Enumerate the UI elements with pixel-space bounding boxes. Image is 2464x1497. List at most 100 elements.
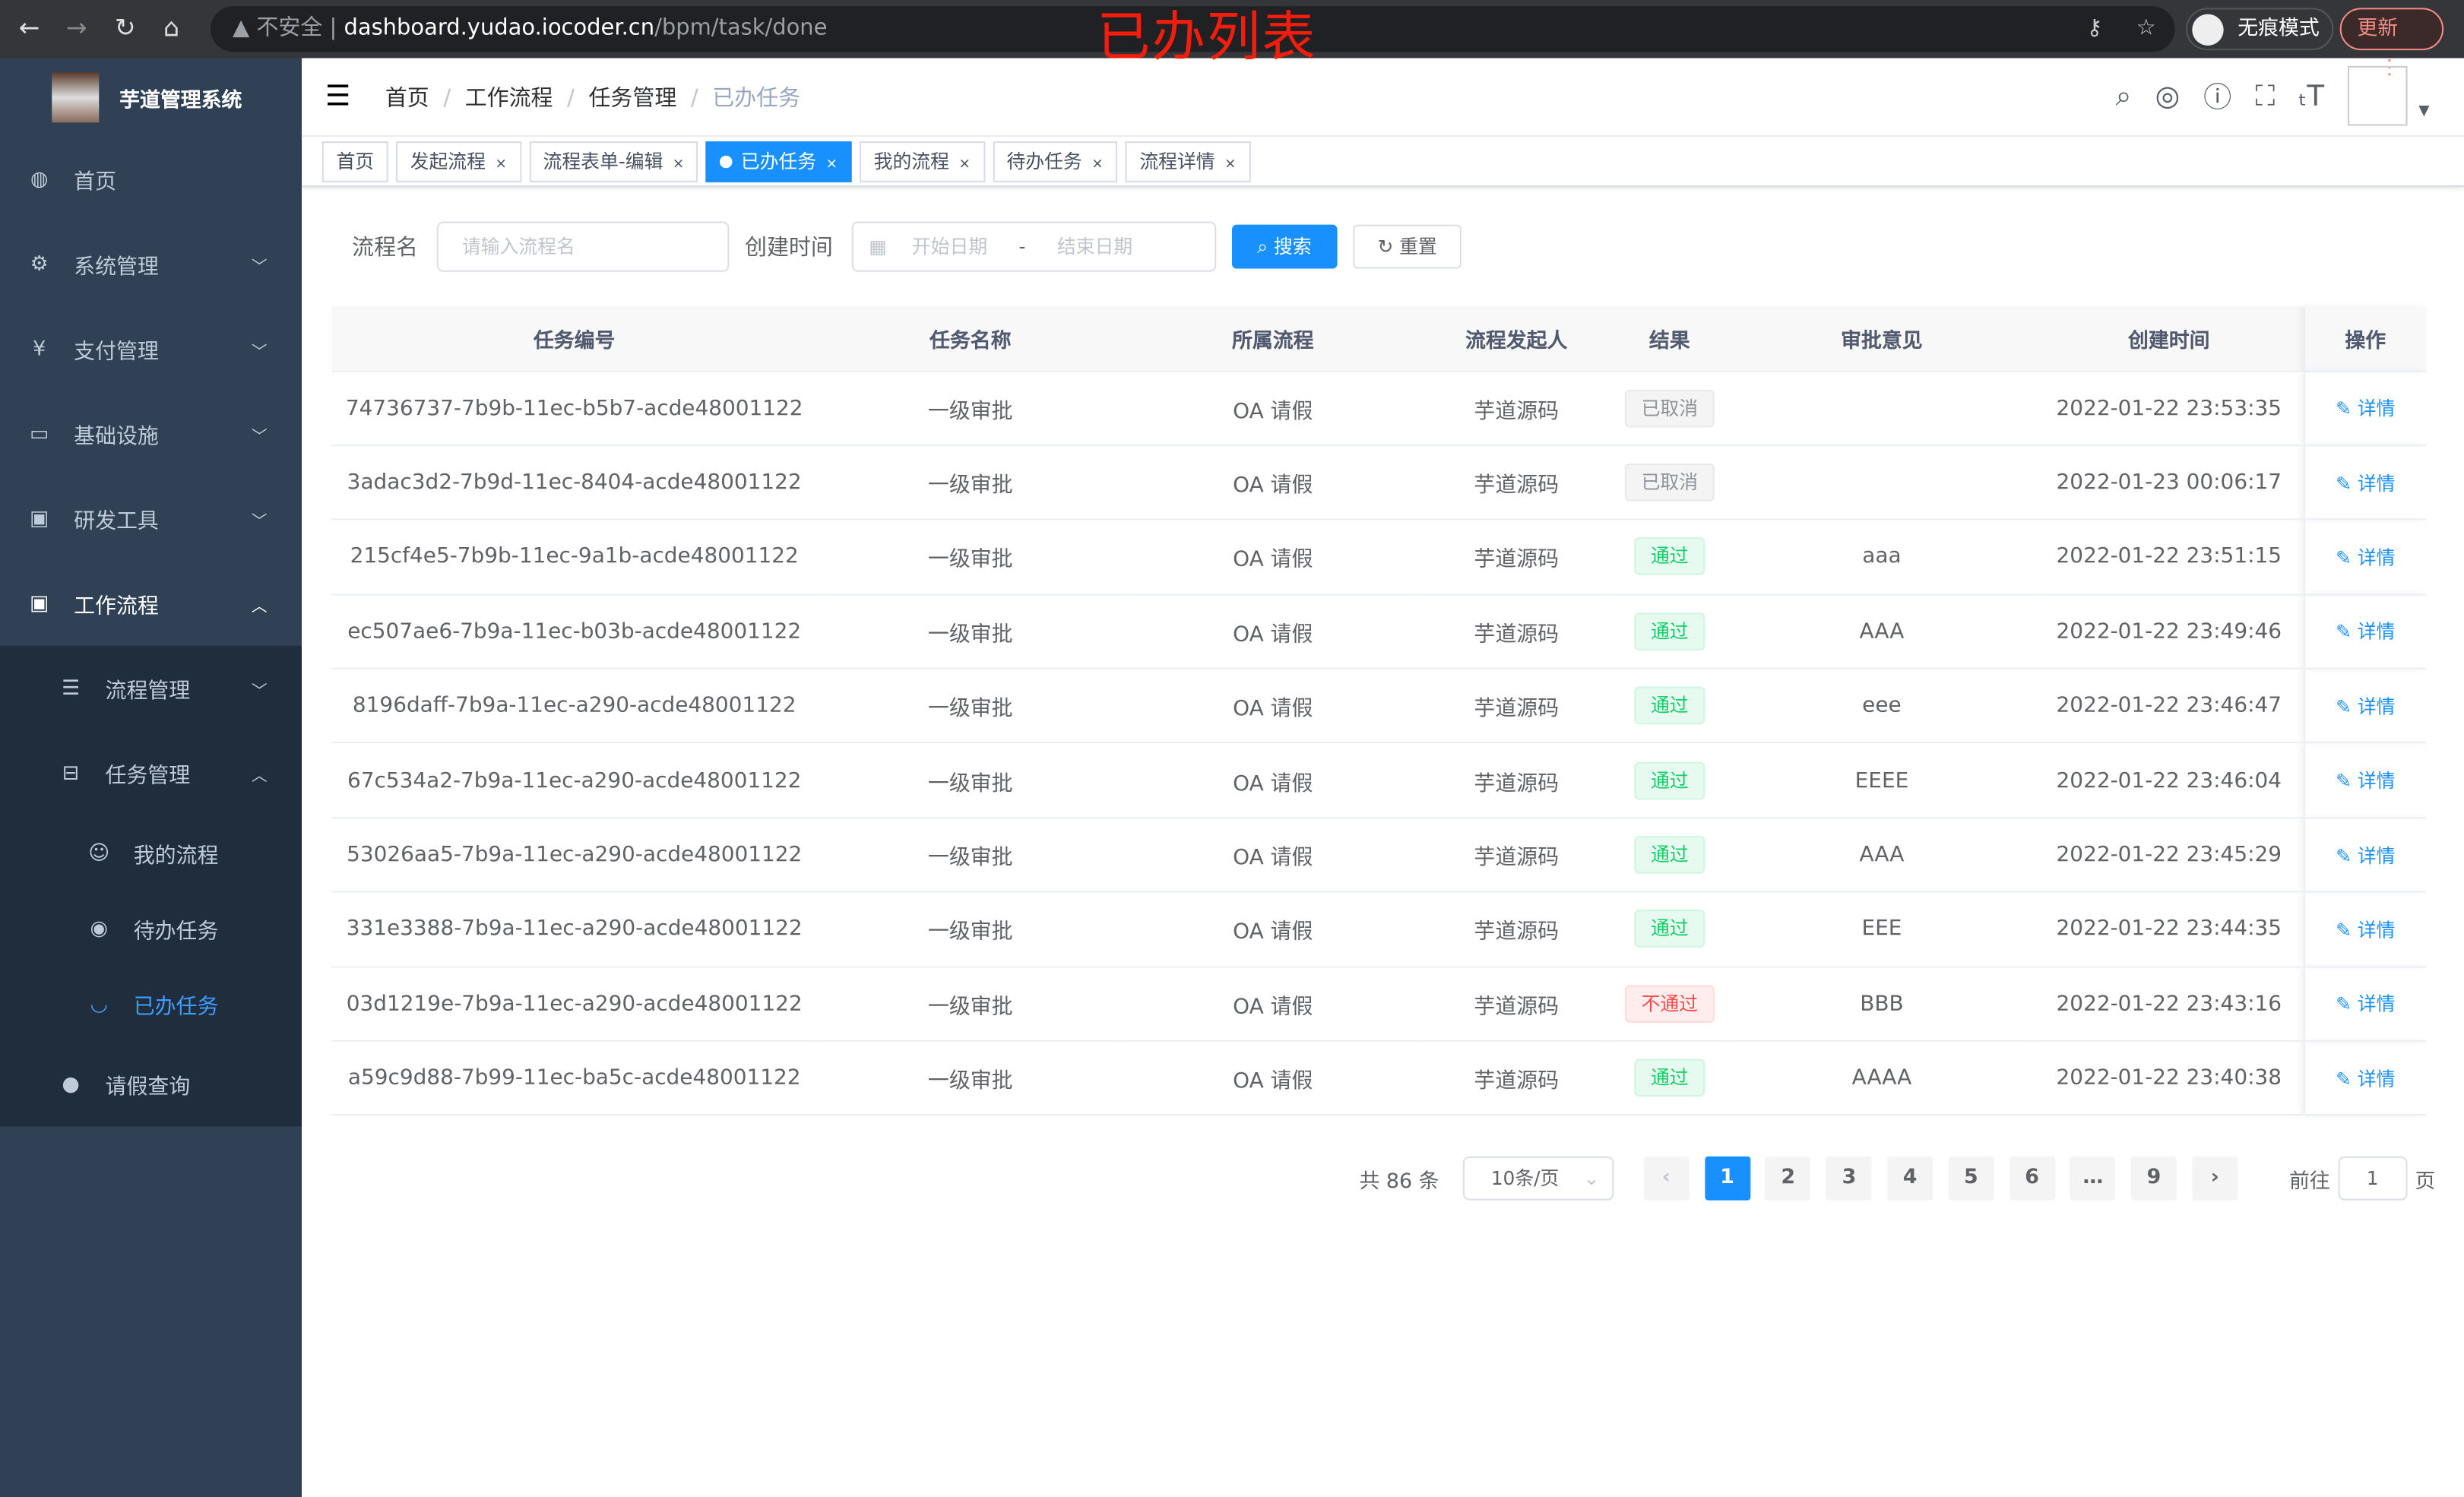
table-row: 03d1219e-7b9a-11ec-a290-acde48001122 一级审批… (331, 966, 2427, 1042)
cell-initiator: 芋道源码 (1422, 370, 1611, 446)
cell-create-time: 2022-01-22 23:46:04 (2035, 742, 2304, 818)
detail-button[interactable]: ✎ 详情 (2336, 472, 2395, 494)
page-button[interactable]: 1 (1704, 1156, 1750, 1201)
help-icon[interactable]: ⓘ (2203, 81, 2232, 115)
sidebar-item-workflow[interactable]: ▣ 工作流程 ︿ (0, 561, 302, 646)
sidebar-item-my-process[interactable]: ☺ 我的流程 (0, 815, 302, 891)
chevron-down-icon: ﹀ (251, 513, 268, 530)
detail-button[interactable]: ✎ 详情 (2336, 546, 2395, 568)
sidebar-item-leave[interactable]: ● 请假查询 (0, 1042, 302, 1127)
page-button[interactable]: … (2070, 1156, 2116, 1201)
sidebar-item-home[interactable]: ◍ 首页 (0, 137, 302, 222)
search-button[interactable]: ⌕ 搜索 (1231, 224, 1337, 269)
goto-page-input[interactable]: 1 (2338, 1156, 2408, 1201)
sidebar-item-done[interactable]: ◡ 已办任务 (0, 967, 302, 1042)
cell-task-id: 03d1219e-7b9a-11ec-a290-acde48001122 (331, 966, 818, 1042)
start-date[interactable]: 开始日期 (911, 236, 988, 258)
breadcrumb-item[interactable]: 首页 (385, 85, 429, 111)
tags-view: 首页 发起流程 × 流程表单-编辑 × 已办任务 × 我的流程 × 待办任务 × 流程详情… (301, 137, 2464, 188)
page-size-select[interactable]: 10条/页 ⌄ (1462, 1156, 1614, 1201)
forward-icon[interactable]: → (65, 12, 87, 43)
tag[interactable]: 待办任务 × (992, 141, 1118, 182)
star-icon[interactable]: ☆ (2136, 15, 2156, 41)
column-header: 创建时间 (2035, 306, 2304, 372)
next-page-button[interactable]: › (2192, 1156, 2238, 1201)
github-icon[interactable]: ◎ (2155, 79, 2181, 112)
page-button[interactable]: 5 (1948, 1156, 1994, 1201)
page-button[interactable]: 4 (1887, 1156, 1934, 1201)
url-path: /bpm/task/done (654, 15, 828, 41)
detail-button[interactable]: ✎ 详情 (2336, 919, 2395, 941)
end-date[interactable]: 结束日期 (1056, 236, 1133, 258)
hamburger-icon[interactable]: ☰ (325, 80, 351, 113)
sidebar-item-system[interactable]: ⚙ 系统管理 ﹀ (0, 222, 302, 307)
sidebar-item-tools[interactable]: ▣ 研发工具 ﹀ (0, 476, 302, 561)
cell-initiator: 芋道源码 (1422, 519, 1611, 595)
close-icon[interactable]: × (1091, 156, 1104, 172)
cell-process: OA 请假 (1123, 966, 1423, 1042)
date-range-picker[interactable]: ▦ 开始日期 - 结束日期 (851, 221, 1217, 272)
sidebar-item-pay[interactable]: ¥ 支付管理 ﹀ (0, 306, 302, 391)
breadcrumb-item[interactable]: 工作流程 (464, 85, 553, 111)
search-icon[interactable]: ⌕ (2115, 79, 2132, 112)
cell-result: 通过 (1610, 593, 1729, 669)
reload-icon[interactable]: ↻ (114, 12, 136, 43)
sidebar-item-todo[interactable]: ◉ 待办任务 (0, 891, 302, 966)
reset-button[interactable]: ↻ 重置 (1352, 224, 1462, 269)
sidebar-item-task-manage[interactable]: ⊟ 任务管理 ︿ (0, 730, 302, 815)
fullscreen-icon[interactable]: ⛶ (2255, 79, 2276, 112)
label: 详情 (2357, 919, 2396, 942)
process-name-input[interactable]: 请输入流程名 (436, 221, 730, 272)
detail-button[interactable]: ✎ 详情 (2336, 695, 2395, 717)
page-button[interactable]: 9 (2131, 1156, 2177, 1201)
cell-actions: ✎ 详情 (2303, 891, 2427, 967)
cell-initiator: 芋道源码 (1422, 593, 1611, 669)
workflow-submenu: ☰ 流程管理 ﹀ ⊟ 任务管理 ︿ ☺ 我的流程 ◉ 待办任务 ◡ 已办任务 ● 请假查询 (0, 645, 302, 1127)
update-button[interactable]: 更新 ⋮ (2339, 8, 2444, 80)
detail-button[interactable]: ✎ 详情 (2336, 1068, 2395, 1090)
page-button[interactable]: 3 (1826, 1156, 1872, 1201)
caret-down-icon[interactable]: ▼ (2418, 103, 2430, 120)
tag[interactable]: 流程表单-编辑 × (528, 141, 698, 182)
sidebar-item-infra[interactable]: ▭ 基础设施 ﹀ (0, 391, 302, 476)
prev-page-button[interactable]: ‹ (1643, 1156, 1690, 1201)
cell-task-name: 一级审批 (817, 891, 1124, 967)
incognito-badge[interactable]: 无痕模式 (2186, 8, 2334, 51)
tag-home[interactable]: 首页 (321, 141, 388, 182)
pagination: 共 86 条 10条/页 ⌄ ‹ 1 2 3 4 5 6… 9 › 前往 1 页 (1359, 1156, 2435, 1201)
tag[interactable]: 流程详情 × (1125, 141, 1251, 182)
tag-label: 待办任务 (1006, 150, 1082, 172)
update-label: 更新 (2357, 17, 2399, 41)
close-icon[interactable]: × (1224, 156, 1237, 172)
back-icon[interactable]: ← (18, 12, 40, 43)
tag-label: 流程详情 (1139, 150, 1215, 172)
table-row: 331e3388-7b9a-11ec-a290-acde48001122 一级审批… (331, 891, 2427, 967)
detail-button[interactable]: ✎ 详情 (2336, 770, 2395, 792)
tag-active[interactable]: 已办任务 × (706, 141, 852, 182)
sidebar-item-process-manage[interactable]: ☰ 流程管理 ﹀ (0, 646, 302, 731)
cell-comment: AAAA (1728, 1040, 2035, 1116)
result-badge: 通过 (1635, 761, 1705, 799)
page-button[interactable]: 2 (1765, 1156, 1811, 1201)
close-icon[interactable]: × (672, 156, 685, 172)
sidebar-logo[interactable]: 芋道管理系统 (0, 59, 302, 137)
detail-button[interactable]: ✎ 详情 (2336, 844, 2395, 866)
address-bar[interactable]: ▲ 不安全 | dashboard.yudao.iocoder.cn/bpm/t… (211, 6, 2175, 52)
breadcrumb-item[interactable]: 任务管理 (588, 85, 677, 111)
key-icon[interactable]: ⚷ (2086, 15, 2103, 41)
tag[interactable]: 发起流程 × (396, 141, 521, 182)
avatar[interactable] (2348, 65, 2408, 126)
page-button[interactable]: 6 (2009, 1156, 2055, 1201)
detail-button[interactable]: ✎ 详情 (2336, 397, 2395, 419)
close-icon[interactable]: × (825, 156, 838, 172)
detail-button[interactable]: ✎ 详情 (2336, 993, 2395, 1015)
font-size-icon[interactable]: ₜT (2298, 79, 2325, 112)
close-icon[interactable]: × (495, 156, 507, 172)
cell-process: OA 请假 (1123, 742, 1423, 818)
detail-button[interactable]: ✎ 详情 (2336, 621, 2395, 643)
cell-result: 已取消 (1610, 370, 1729, 446)
close-icon[interactable]: × (958, 156, 971, 172)
home-icon[interactable]: ⌂ (163, 12, 180, 43)
tag[interactable]: 我的流程 × (860, 141, 985, 182)
cell-comment (1728, 370, 2035, 446)
